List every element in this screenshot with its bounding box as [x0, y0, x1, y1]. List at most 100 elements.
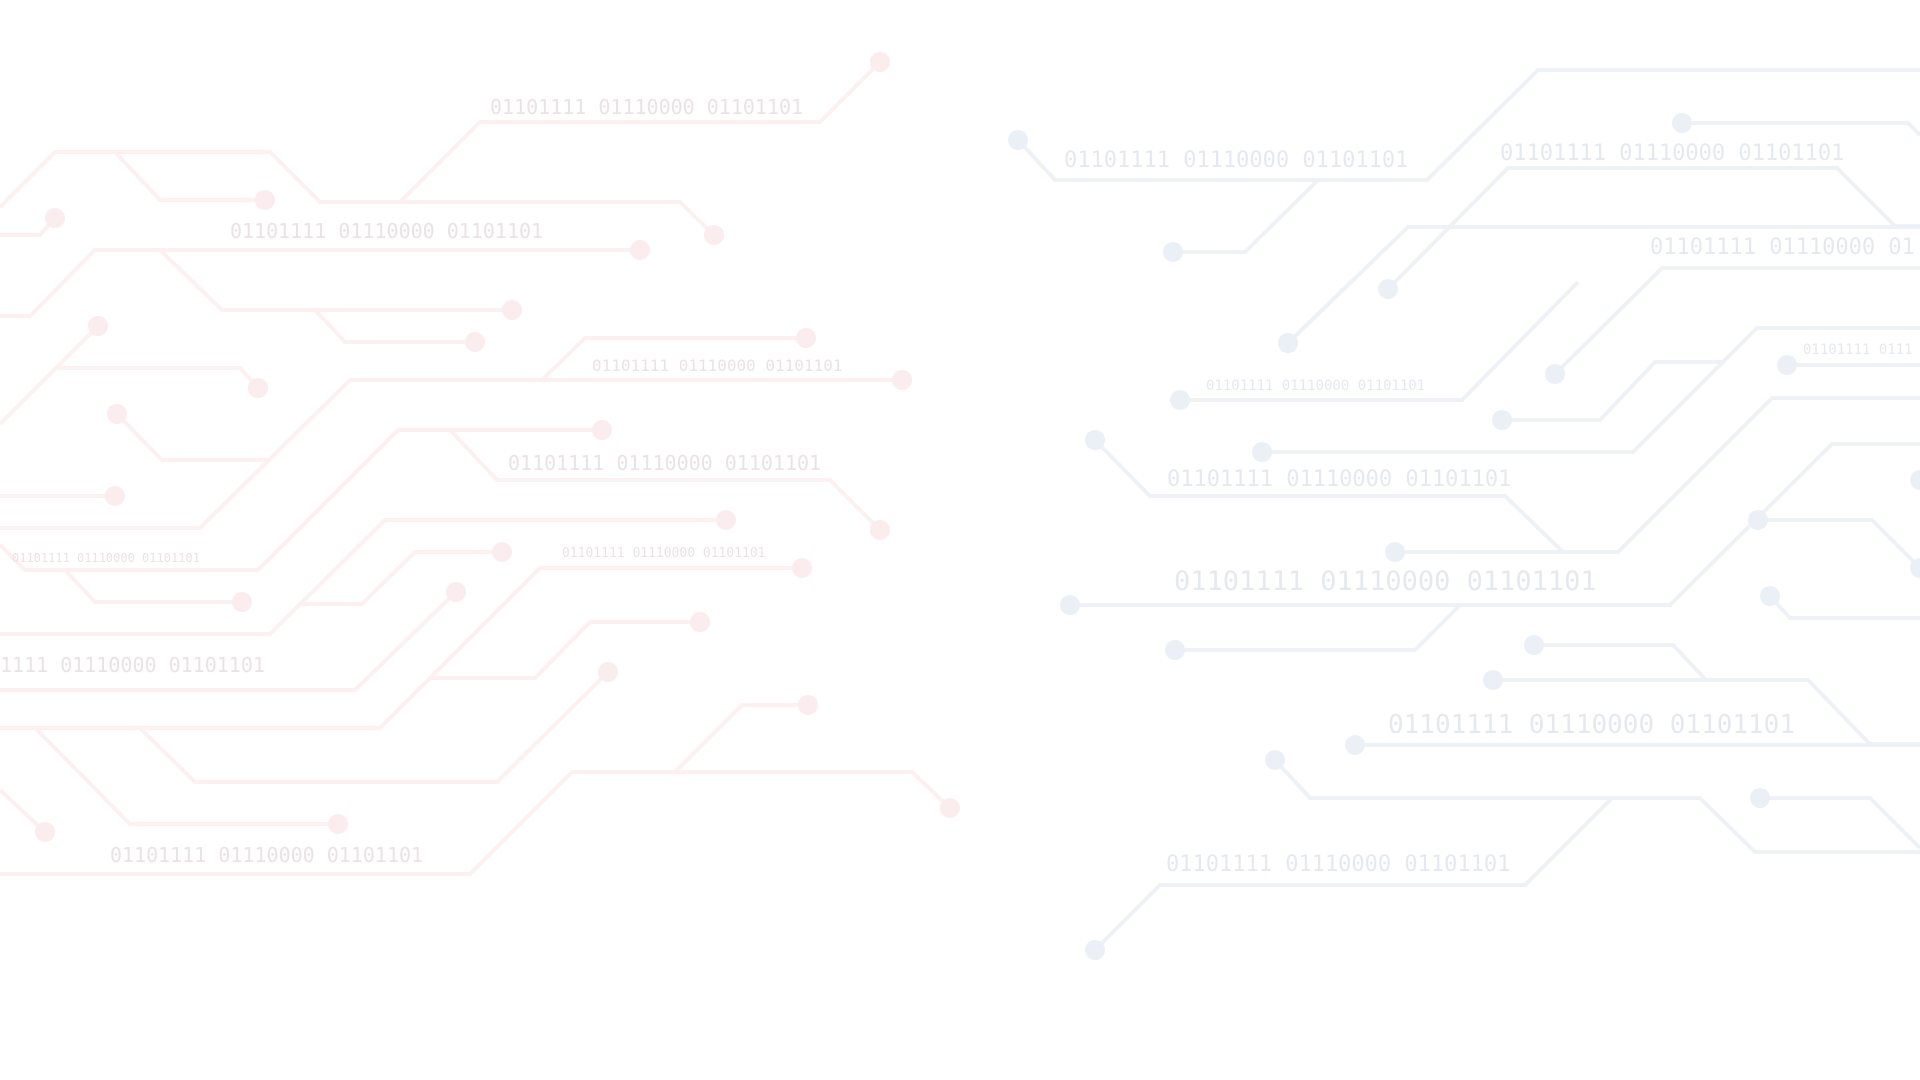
- binary-label: 1111 01110000 01101101: [0, 653, 265, 677]
- circuit-node: [798, 695, 818, 715]
- circuit-trace: [1262, 326, 1920, 454]
- circuit-trace: [448, 428, 882, 532]
- binary-label: 01101111 01110000 01101101: [12, 551, 200, 565]
- circuit-node: [1265, 750, 1285, 770]
- circuit-node: [107, 404, 127, 424]
- binary-label: 01101111 01110000 01101101: [490, 95, 803, 119]
- circuit-node: [1163, 242, 1183, 262]
- circuit-node: [1910, 470, 1920, 490]
- circuit-node: [1492, 410, 1512, 430]
- circuit-node: [796, 328, 816, 348]
- circuit-trace: [0, 324, 100, 426]
- right-binary-labels: 01101111 01110000 01101101 01101111 0111…: [1064, 141, 1915, 877]
- binary-label: 01101111 01110000 01101101: [1167, 467, 1511, 492]
- left-circuit-cluster: [0, 60, 952, 876]
- circuit-node: [1483, 670, 1503, 690]
- circuit-trace: [1273, 758, 1920, 854]
- circuit-trace: [1175, 603, 1462, 652]
- circuit-trace: [1682, 121, 1920, 137]
- circuit-node: [1085, 940, 1105, 960]
- circuit-trace: [430, 620, 700, 680]
- circuit-trace: [1395, 396, 1920, 554]
- circuit-trace: [0, 518, 726, 636]
- circuit-trace: [0, 248, 640, 318]
- circuit-node: [1252, 442, 1272, 462]
- circuit-node: [1060, 595, 1080, 615]
- circuit-trace: [1016, 68, 1920, 182]
- binary-label: 01101111 01110000 01101101: [230, 219, 543, 243]
- circuit-trace: [1286, 225, 1920, 345]
- circuit-trace: [1173, 178, 1320, 254]
- circuit-trace: [400, 200, 716, 237]
- circuit-node: [716, 510, 736, 530]
- circuit-node: [1378, 279, 1398, 299]
- left-binary-labels: 01101111 01110000 01101101 01101111 0111…: [0, 95, 842, 867]
- circuit-trace: [1093, 438, 1565, 554]
- binary-label: 01101111 01110000 01: [1650, 235, 1915, 260]
- circuit-trace: [0, 788, 47, 834]
- circuit-trace: [0, 566, 802, 730]
- circuit-trace: [1768, 594, 1920, 620]
- circuit-trace: [0, 378, 902, 530]
- binary-label: 01101111 01110000 01101101: [592, 356, 842, 375]
- circuit-node: [492, 542, 512, 562]
- left-circuit-nodes: [35, 52, 960, 842]
- right-circuit-nodes: [1008, 113, 1920, 960]
- circuit-trace: [1180, 280, 1580, 402]
- circuit-node: [892, 370, 912, 390]
- binary-label: 01101111 01110000 01101101: [1174, 566, 1597, 597]
- circuit-node: [1008, 130, 1028, 150]
- circuit-node: [704, 225, 724, 245]
- circuit-node: [1760, 586, 1780, 606]
- circuit-trace: [0, 770, 952, 876]
- binary-label: 01101111 01110000 01101101: [562, 546, 766, 561]
- circuit-node: [232, 592, 252, 612]
- circuit-trace: [0, 428, 602, 572]
- circuit-trace: [55, 366, 260, 390]
- circuit-node: [255, 190, 275, 210]
- circuit-node: [1085, 430, 1105, 450]
- circuit-trace: [158, 248, 512, 312]
- circuit-node: [630, 240, 650, 260]
- circuit-node: [598, 662, 618, 682]
- circuit-node: [1170, 390, 1190, 410]
- circuit-node: [105, 486, 125, 506]
- circuit-node: [502, 300, 522, 320]
- circuit-trace: [63, 568, 242, 604]
- circuit-trace: [1093, 796, 1614, 952]
- circuit-node: [1750, 788, 1770, 808]
- circuit-node: [870, 52, 890, 72]
- circuit-node: [248, 378, 268, 398]
- circuit-node: [465, 332, 485, 352]
- circuit-node: [1777, 355, 1797, 375]
- circuit-trace: [1534, 643, 1708, 682]
- circuit-node: [88, 316, 108, 336]
- circuit-trace: [1553, 266, 1920, 376]
- circuit-node: [35, 822, 55, 842]
- binary-label: 01101111 01110000 01101101: [1206, 378, 1425, 394]
- circuit-node: [1165, 640, 1185, 660]
- circuit-trace: [300, 550, 502, 606]
- circuit-node: [328, 814, 348, 834]
- circuit-node: [446, 582, 466, 602]
- circuit-node: [1385, 542, 1405, 562]
- binary-label: 01101111 01110000 01101101: [508, 451, 821, 475]
- binary-label: 01101111 01110000 01101101: [110, 843, 423, 867]
- binary-label: 01101111 01110000 01101101: [1500, 141, 1844, 166]
- binary-label: 01101111 01110000 01101101: [1064, 148, 1408, 173]
- circuit-node: [592, 420, 612, 440]
- circuit-node: [690, 612, 710, 632]
- circuit-node: [940, 798, 960, 818]
- circuit-trace: [1502, 360, 1725, 422]
- circuit-node: [45, 208, 65, 228]
- binary-label: 01101111 01110000 01101101: [1166, 852, 1510, 877]
- circuit-node: [792, 558, 812, 578]
- circuit-trace: [113, 150, 265, 202]
- circuit-trace: [33, 726, 338, 826]
- circuit-trace: [115, 412, 270, 462]
- circuit-trace: [0, 590, 458, 692]
- binary-label: 01101111 0111: [1803, 342, 1913, 358]
- circuit-trace: [138, 670, 610, 784]
- circuit-trace: [313, 308, 475, 344]
- circuit-node: [1524, 635, 1544, 655]
